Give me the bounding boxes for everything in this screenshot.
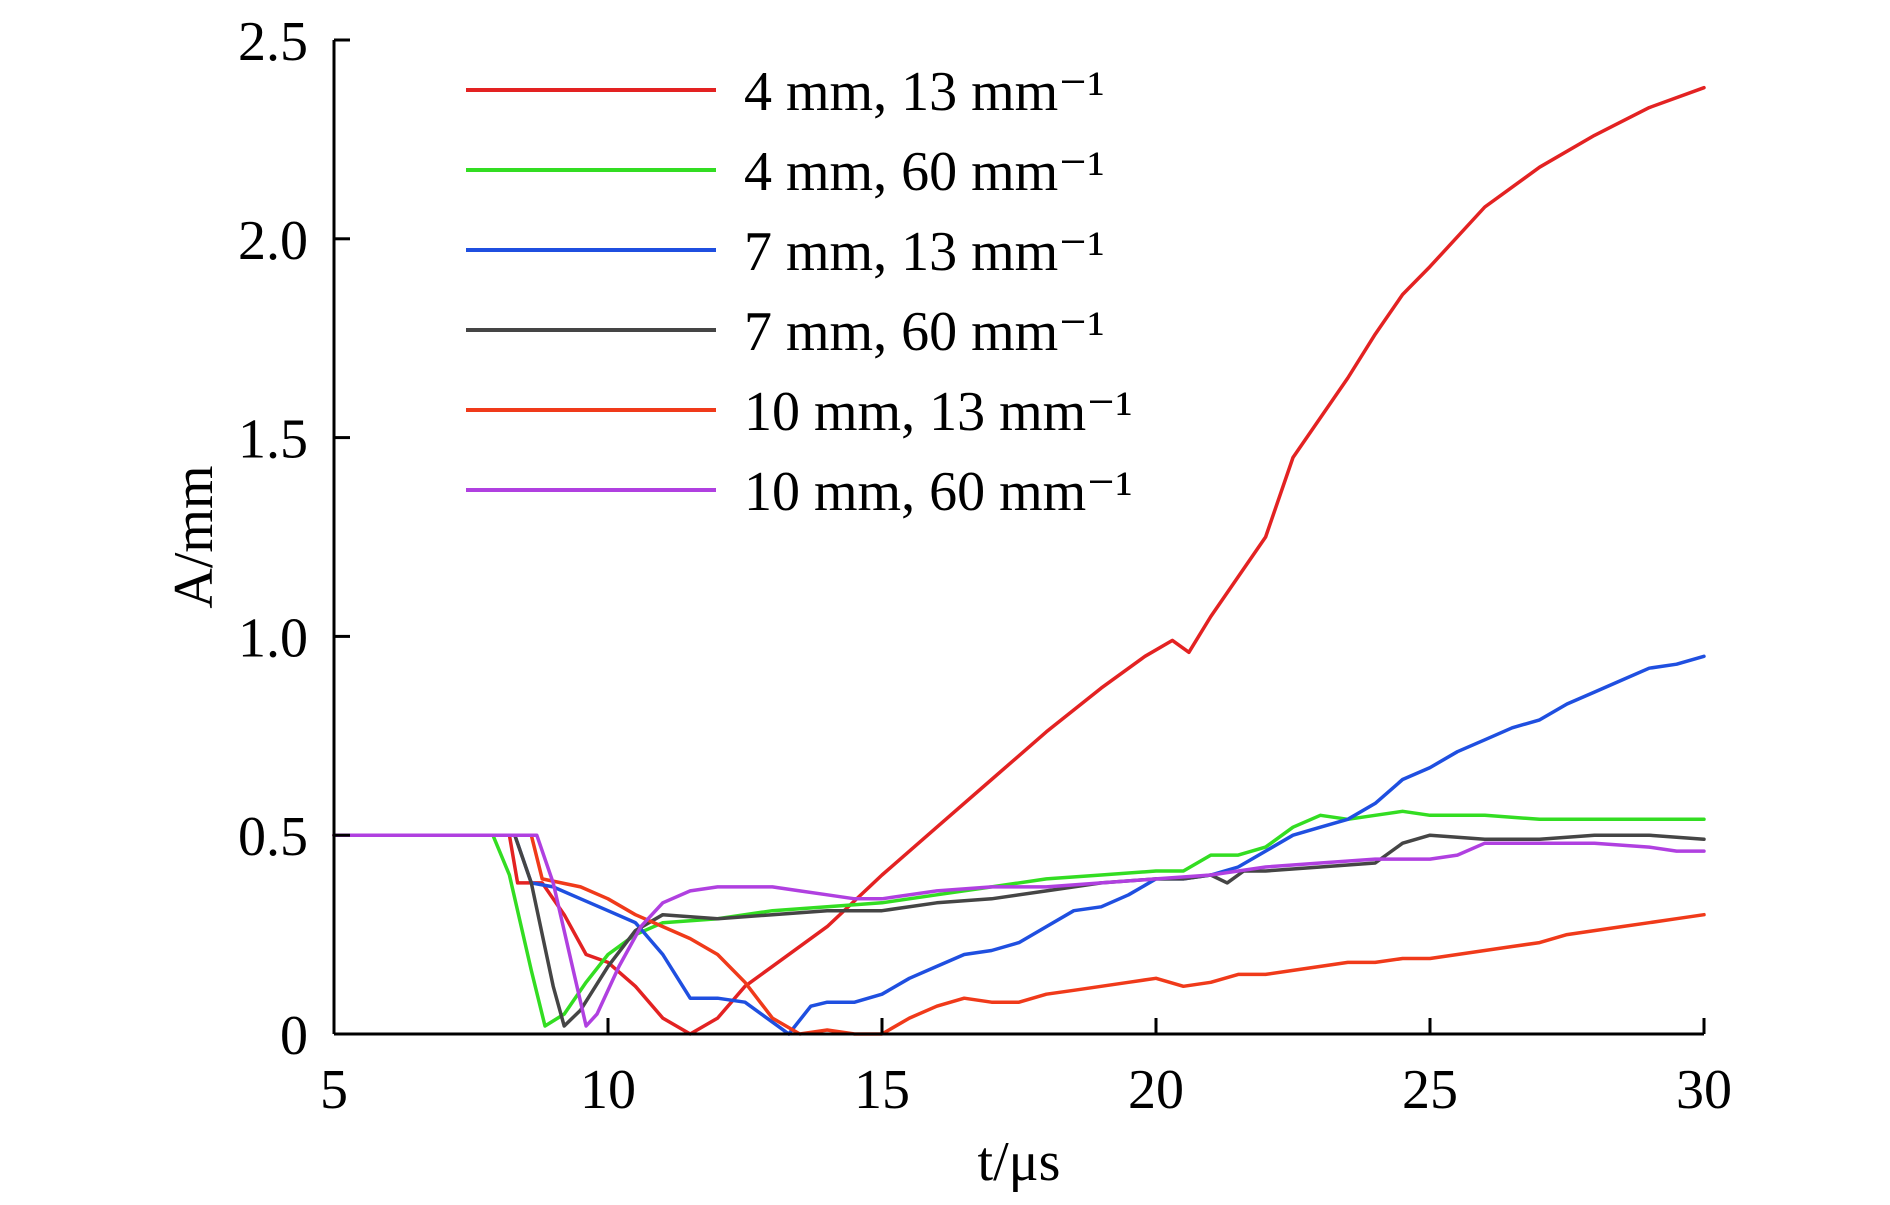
- series-line-2: [332, 654, 1706, 1036]
- y-tick-label: 1.5: [238, 409, 308, 471]
- x-tick-label: 20: [1128, 1059, 1184, 1121]
- y-tick-label: 2.0: [238, 210, 308, 272]
- y-tick-label: 2.5: [238, 11, 308, 73]
- x-tick-label: 5: [320, 1059, 348, 1121]
- axes: 5 10 15 20 25 30 0 0.5 1.0 1.5 2.0 2.5: [238, 11, 1732, 1121]
- x-tick-label: 15: [854, 1059, 910, 1121]
- series-line-4: [332, 833, 1706, 1036]
- legend-label-2: 7 mm, 13 mm⁻¹: [744, 221, 1105, 283]
- series-line-1: [332, 809, 1706, 1028]
- legend-label-4: 10 mm, 13 mm⁻¹: [744, 381, 1133, 443]
- plot-series: [332, 85, 1706, 1036]
- y-tick-label: 0: [280, 1005, 308, 1067]
- x-ticks: 5 10 15 20 25 30: [320, 1018, 1732, 1121]
- y-ticks: 0 0.5 1.0 1.5 2.0 2.5: [238, 11, 350, 1067]
- x-tick-label: 25: [1402, 1059, 1458, 1121]
- x-tick-label: 10: [580, 1059, 636, 1121]
- series-line-5: [332, 833, 1706, 1028]
- y-tick-label: 0.5: [238, 806, 308, 868]
- x-tick-label: 30: [1676, 1059, 1732, 1121]
- legend-label-0: 4 mm, 13 mm⁻¹: [744, 61, 1105, 123]
- x-axis-title: t/μs: [978, 1131, 1061, 1193]
- y-tick-label: 1.0: [238, 607, 308, 669]
- legend: 4 mm, 13 mm⁻¹ 4 mm, 60 mm⁻¹ 7 mm, 13 mm⁻¹ 7…: [466, 61, 1133, 523]
- y-axis-title: A/mm: [163, 465, 225, 608]
- legend-label-5: 10 mm, 60 mm⁻¹: [744, 461, 1133, 523]
- legend-label-3: 7 mm, 60 mm⁻¹: [744, 301, 1105, 363]
- series-line-3: [332, 833, 1706, 1028]
- legend-label-1: 4 mm, 60 mm⁻¹: [744, 141, 1105, 203]
